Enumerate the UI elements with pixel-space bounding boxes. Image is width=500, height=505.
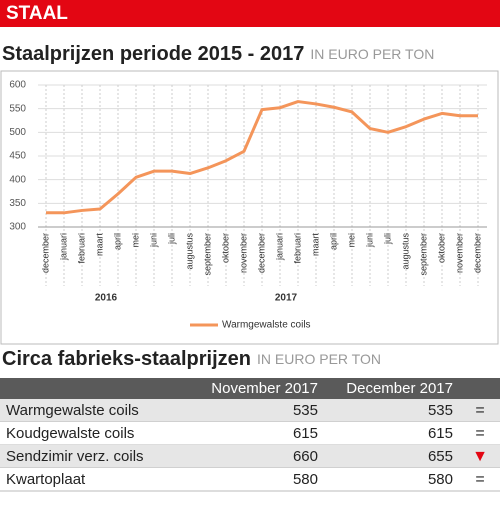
header-bar xyxy=(0,0,500,27)
row-label: Kwartoplaat xyxy=(6,471,86,488)
chart-frame xyxy=(0,70,499,345)
table-row-bg xyxy=(0,399,500,422)
y-tick-label: 550 xyxy=(9,103,26,114)
row-label: Warmgewalste coils xyxy=(6,402,139,419)
x-tick-label: april xyxy=(112,233,122,250)
x-tick-label: oktober xyxy=(220,233,230,263)
line-series xyxy=(46,100,478,215)
x-tick-label: februari xyxy=(292,233,302,264)
x-tick-label: mei xyxy=(346,233,356,248)
x-tick-label: juni xyxy=(364,233,374,248)
x-tick-label: februari xyxy=(76,233,86,264)
trend-indicator: = xyxy=(475,402,484,419)
cell-value: 655 xyxy=(428,448,453,465)
section-title: STAAL xyxy=(6,3,68,24)
row-label: Koudgewalste coils xyxy=(6,425,134,442)
cell-value: 535 xyxy=(293,402,318,419)
cell-value: 580 xyxy=(428,471,453,488)
x-tick-label: augustus xyxy=(184,233,194,270)
table-header-bg xyxy=(0,378,500,399)
x-tick-label: april xyxy=(328,233,338,250)
x-tick-label: maart xyxy=(310,233,320,257)
x-tick-label: december xyxy=(40,233,50,273)
legend-label: Warmgewalste coils xyxy=(222,320,311,331)
trend-indicator: ▼ xyxy=(472,448,488,465)
y-tick-label: 500 xyxy=(9,127,26,138)
x-tick-label: juli xyxy=(166,233,176,245)
table-header: December 2017 xyxy=(346,380,453,397)
cell-value: 580 xyxy=(293,471,318,488)
x-tick-label: december xyxy=(256,233,266,273)
trend-indicator: = xyxy=(475,471,484,488)
x-tick-label: oktober xyxy=(436,233,446,263)
x-tick-label: december xyxy=(472,233,482,273)
x-tick-label: maart xyxy=(94,233,104,257)
y-tick-label: 350 xyxy=(9,198,26,209)
x-tick-label: september xyxy=(202,233,212,276)
y-tick-label: 300 xyxy=(9,222,26,233)
cell-value: 660 xyxy=(293,448,318,465)
x-tick-label: juli xyxy=(382,233,392,245)
cell-value: 535 xyxy=(428,402,453,419)
year-label: 2017 xyxy=(275,293,298,304)
table-unit: IN EURO PER TON xyxy=(257,351,381,367)
x-tick-label: januari xyxy=(274,233,284,261)
x-tick-label: november xyxy=(238,233,248,273)
table-row-bg xyxy=(0,445,500,468)
table-title: Circa fabrieks-staalprijzen IN EURO PER T… xyxy=(2,348,381,370)
table-header: November 2017 xyxy=(211,380,318,397)
table-row-bg xyxy=(0,422,500,445)
y-tick-label: 400 xyxy=(9,174,26,185)
x-tick-label: juni xyxy=(148,233,158,248)
chart-title: Staalprijzen periode 2015 - 2017 IN EURO … xyxy=(2,43,434,65)
table-title-text: Circa fabrieks-staalprijzen xyxy=(2,348,251,370)
y-tick-label: 450 xyxy=(9,151,26,162)
x-tick-label: augustus xyxy=(400,233,410,270)
chart-title-text: Staalprijzen periode 2015 - 2017 xyxy=(2,43,304,65)
x-tick-label: mei xyxy=(130,233,140,248)
cell-value: 615 xyxy=(293,425,318,442)
chart-unit: IN EURO PER TON xyxy=(310,46,434,62)
year-label: 2016 xyxy=(95,293,118,304)
x-tick-label: januari xyxy=(58,233,68,261)
row-label: Sendzimir verz. coils xyxy=(6,448,144,465)
trend-indicator: = xyxy=(475,425,484,442)
cell-value: 615 xyxy=(428,425,453,442)
x-tick-label: november xyxy=(454,233,464,273)
x-tick-label: september xyxy=(418,233,428,276)
table-row-bg xyxy=(0,468,500,491)
y-tick-label: 600 xyxy=(9,80,26,91)
